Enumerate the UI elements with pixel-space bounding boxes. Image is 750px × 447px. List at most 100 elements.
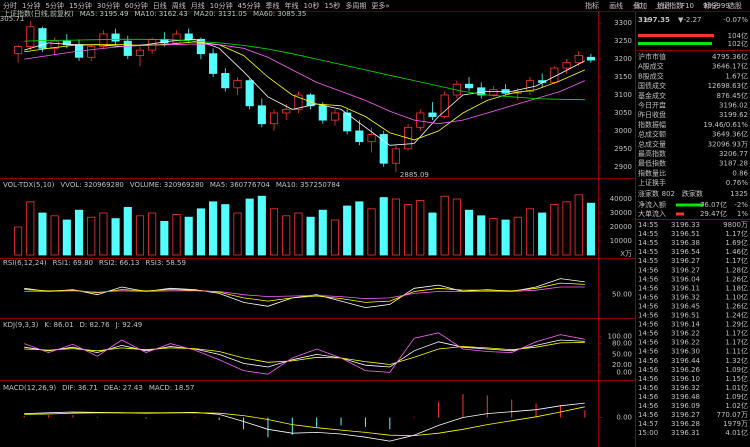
period-tab[interactable]: 10秒 [304, 1, 320, 10]
volume-bar [14, 226, 23, 256]
stat-value: 3187.28 [719, 160, 748, 168]
volume-bar [586, 202, 595, 256]
tick-time: 14:55 [638, 248, 658, 256]
volume-bar [306, 216, 315, 256]
tick-price: 3196.45 [671, 302, 700, 310]
period-tab[interactable]: 更多» [371, 1, 389, 10]
period-tab[interactable]: 分时 [3, 1, 17, 10]
indicator-line [24, 339, 585, 368]
candle-body [221, 73, 230, 89]
candle-body [50, 40, 59, 49]
tool-button[interactable]: 统计 [657, 1, 671, 10]
menu-icon[interactable]: ≡ [644, 16, 650, 24]
candle-body [123, 40, 132, 56]
tick-time: 14:56 [638, 321, 659, 329]
period-tab[interactable]: 5分钟 [45, 1, 63, 10]
candle-body [416, 112, 425, 128]
tool-button[interactable]: 指标 [585, 1, 599, 10]
index-flag: 0 [638, 2, 642, 10]
stat-value: 3206.77 [719, 150, 748, 158]
candle-body [26, 26, 35, 47]
price-change: ▼-2.27 [678, 16, 702, 24]
volume-bar [550, 204, 559, 256]
candle-body [330, 112, 340, 121]
tick-time: 14:56 [638, 402, 659, 410]
candle-body [14, 46, 23, 55]
period-tab[interactable]: 45分钟 [238, 1, 261, 10]
tick-price: 3196.04 [671, 275, 700, 283]
volume-bar [367, 208, 376, 256]
indicator-line [24, 38, 585, 101]
tool-button[interactable]: 选股 [728, 1, 742, 10]
volume-bar [99, 212, 108, 256]
period-tab[interactable]: 季线 [266, 1, 280, 10]
volume-bar [38, 212, 47, 256]
period-tab[interactable]: 15分钟 [69, 1, 92, 10]
indicator-line [24, 406, 585, 437]
volume-bar [379, 197, 388, 256]
volume-bar [26, 201, 35, 256]
period-tab[interactable]: 10分钟 [210, 1, 233, 10]
tick-time: 14:56 [638, 284, 659, 292]
tool-button[interactable]: 叠加 [633, 1, 647, 10]
stat-value: 0.76% [726, 179, 749, 187]
period-tab[interactable]: 60分钟 [125, 1, 148, 10]
flow-percent: 1% [737, 210, 748, 218]
tick-volume: 1.46亿 [725, 247, 748, 256]
legend-item: K: 86.01 [44, 321, 73, 329]
tick-volume: 1.10亿 [725, 292, 748, 301]
tool-button[interactable]: 画线 [609, 1, 623, 10]
tick-volume: 1.69亿 [725, 238, 748, 247]
breadth-value: 1325 [730, 190, 748, 198]
period-tab[interactable]: 30分钟 [97, 1, 120, 10]
volume-bar [87, 216, 96, 256]
indicator-line [24, 342, 585, 365]
volume-bar [269, 208, 279, 256]
tick-time: 14:57 [638, 420, 658, 428]
tick-price: 3196.09 [671, 402, 700, 410]
buy-bar [638, 34, 714, 37]
tool-button[interactable]: 标记 [704, 1, 718, 10]
period-tab[interactable]: 多周期 [345, 1, 366, 10]
candle-body [111, 33, 120, 42]
stat-label: 最低指数 [638, 159, 666, 168]
volume-bar [245, 198, 254, 256]
tick-volume: 1.24亿 [725, 311, 748, 320]
candle-body [294, 94, 303, 110]
y-tick-label: 100.00 [608, 332, 633, 340]
volume-bar [172, 213, 181, 256]
volume-bar [477, 215, 486, 256]
y-tick-label: 3300 [614, 19, 632, 27]
candle-body [87, 46, 96, 58]
stat-label: B股成交 [638, 71, 664, 80]
tool-button[interactable]: F10 [681, 2, 694, 10]
indicator-title: 上证指数(日线,前复权) [3, 9, 74, 18]
price-percent: -0.07% [723, 16, 748, 24]
period-tab[interactable]: 15秒 [324, 1, 340, 10]
period-tab[interactable]: 1分钟 [22, 1, 40, 10]
tick-time: 14:56 [638, 375, 659, 383]
tick-volume: 1.01亿 [725, 383, 748, 392]
tick-price: 3196.14 [671, 321, 700, 329]
period-tab[interactable]: 日线 [153, 1, 167, 10]
stat-label: 基金成交 [638, 91, 666, 100]
candle-body [525, 80, 535, 92]
period-tab[interactable]: 月线 [191, 1, 205, 10]
tick-time: 15:00 [638, 429, 658, 437]
indicator-line [24, 41, 585, 141]
candle-body [184, 33, 193, 40]
tick-volume: 4.01亿 [725, 428, 748, 437]
volume-bar [184, 216, 193, 256]
period-tab[interactable]: 年线 [285, 1, 299, 10]
y-tick-label: 10000 [610, 237, 632, 245]
volume-bar [50, 215, 59, 256]
candle-body [209, 53, 218, 74]
tick-price: 3196.10 [671, 375, 700, 383]
stat-label: 最高指数 [638, 149, 666, 158]
volume-bar [135, 215, 145, 256]
candle-body [282, 108, 291, 114]
tick-price: 3196.31 [671, 429, 700, 437]
tick-time: 14:56 [638, 293, 659, 301]
tick-price: 3196.32 [671, 293, 700, 301]
period-tab[interactable]: 周线 [172, 1, 186, 10]
